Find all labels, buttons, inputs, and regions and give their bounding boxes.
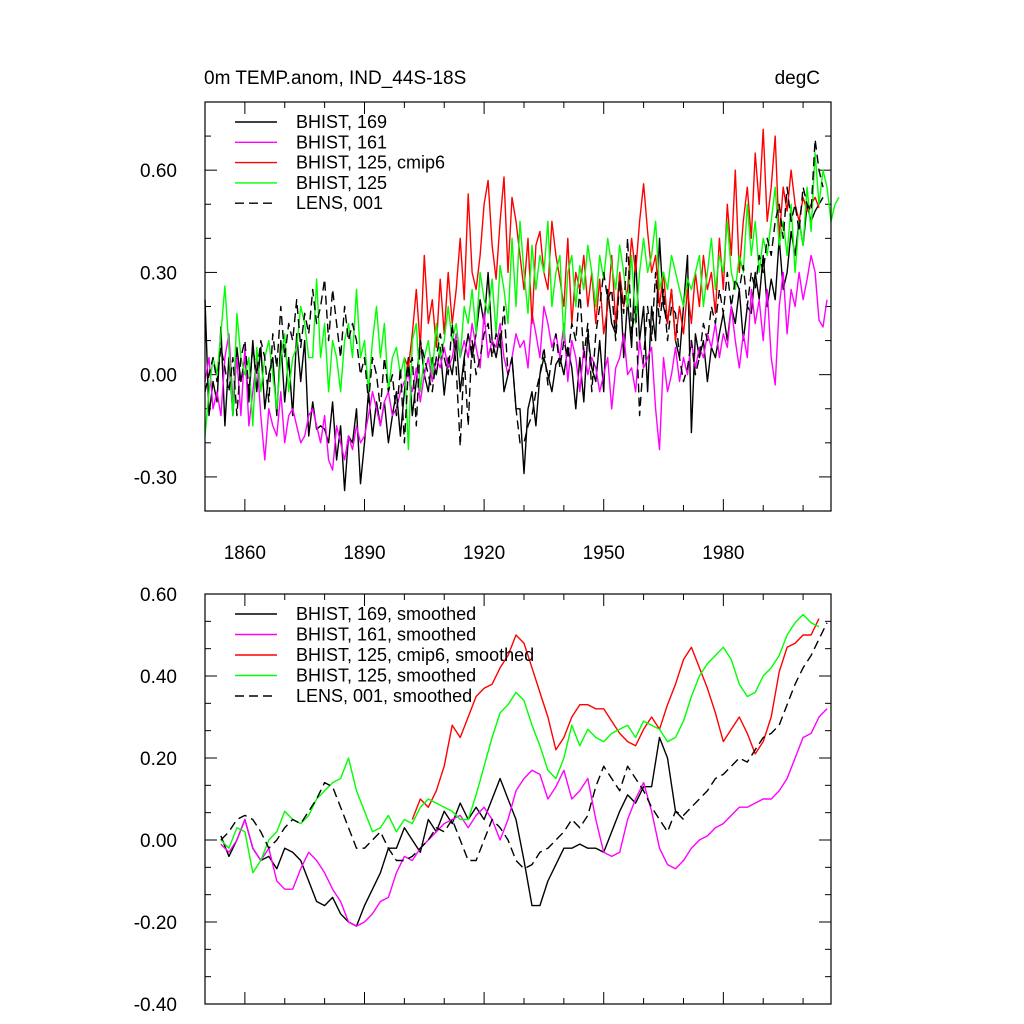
bottom-legend-label: BHIST, 161, smoothed xyxy=(296,625,476,645)
top-series-group xyxy=(204,128,840,492)
top-ytick-label: 0.30 xyxy=(140,263,177,284)
bottom-series-bhist-169-smoothed xyxy=(220,736,685,927)
bottom-ytick-label: 0.60 xyxy=(140,585,177,606)
top-series-bhist-161 xyxy=(204,254,828,471)
bottom-y-ticks: -0.40 -0.20 0.00 0.20 0.40 0.60 xyxy=(134,585,831,1016)
top-xtick-label: 1980 xyxy=(702,543,744,564)
bottom-series-bhist-125-smoothed xyxy=(220,613,820,874)
top-legend-label: BHIST, 125, cmip6 xyxy=(296,153,445,173)
top-xtick-label: 1920 xyxy=(463,543,505,564)
bottom-panel: -0.40 -0.20 0.00 0.20 0.40 0.60 BHIST, 169, s… xyxy=(134,585,832,1016)
top-y-ticks: -0.30 0.00 0.30 0.60 xyxy=(134,101,831,512)
top-legend-label: BHIST, 161 xyxy=(296,132,387,152)
bottom-ytick-label: -0.40 xyxy=(134,995,177,1016)
bottom-ytick-label: 0.00 xyxy=(140,831,177,852)
bottom-series-bhist-125-cmip6-smoothed xyxy=(411,618,820,820)
top-ytick-label: 0.60 xyxy=(140,161,177,182)
bottom-ytick-label: 0.20 xyxy=(140,749,177,770)
top-ytick-label: 0.00 xyxy=(140,366,177,387)
bottom-series-group xyxy=(220,613,828,927)
bottom-legend-label: LENS, 001, smoothed xyxy=(296,686,472,706)
top-panel-units: degC xyxy=(775,68,820,89)
top-ytick-label: -0.30 xyxy=(134,468,177,489)
bottom-plot-frame xyxy=(204,593,832,1005)
top-xtick-label: 1890 xyxy=(343,543,385,564)
top-legend-label: LENS, 001 xyxy=(296,193,383,213)
top-panel: 0m TEMP.anom, IND_44S-18S degC -0.30 0.00… xyxy=(134,68,840,564)
top-xtick-label: 1950 xyxy=(583,543,625,564)
bottom-series-bhist-161-smoothed xyxy=(220,708,828,927)
bottom-ytick-label: 0.40 xyxy=(140,667,177,688)
top-plot-frame xyxy=(204,101,832,512)
bottom-series-lens-001-smoothed xyxy=(220,622,828,870)
top-xtick-label: 1860 xyxy=(224,543,266,564)
top-panel-title: 0m TEMP.anom, IND_44S-18S xyxy=(204,68,466,89)
top-legend-label: BHIST, 169 xyxy=(296,112,387,132)
top-series-lens-001 xyxy=(204,138,824,447)
top-series-bhist-125 xyxy=(204,152,840,451)
bottom-ytick-label: -0.20 xyxy=(134,913,177,934)
bottom-legend-label: BHIST, 125, cmip6, smoothed xyxy=(296,645,534,665)
bottom-legend-label: BHIST, 169, smoothed xyxy=(296,604,476,624)
top-x-ticks: 1860 1890 1920 1950 1980 xyxy=(204,102,804,564)
top-legend-label: BHIST, 125 xyxy=(296,173,387,193)
bottom-legend-label: BHIST, 125, smoothed xyxy=(296,666,476,686)
top-series-bhist-125-cmip6 xyxy=(403,128,820,369)
